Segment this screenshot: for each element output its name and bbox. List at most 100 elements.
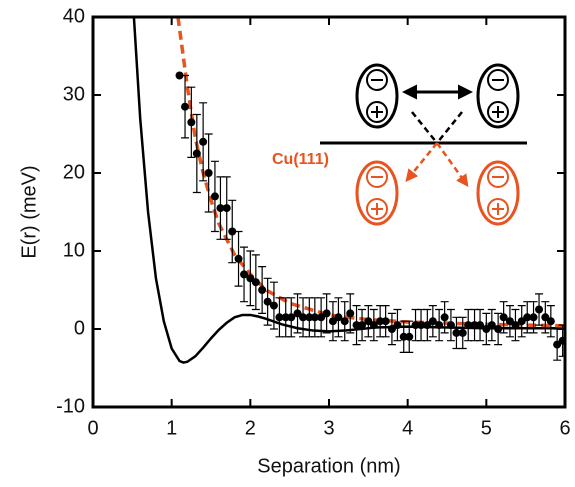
marker bbox=[546, 317, 555, 326]
data-point bbox=[499, 301, 508, 334]
data-point bbox=[393, 308, 402, 342]
dipole bbox=[355, 63, 520, 129]
data-point bbox=[340, 301, 349, 342]
arrow bbox=[405, 142, 438, 182]
data-point bbox=[494, 312, 503, 346]
data-point bbox=[446, 308, 455, 342]
marker bbox=[346, 309, 355, 318]
marker bbox=[269, 301, 278, 310]
marker bbox=[440, 313, 449, 322]
data-point bbox=[417, 308, 426, 342]
data-point bbox=[381, 305, 390, 338]
data-point bbox=[305, 297, 314, 338]
marker bbox=[352, 321, 361, 330]
data-point bbox=[553, 328, 562, 361]
data-point bbox=[187, 86, 196, 158]
annotation: Cu(111) bbox=[272, 151, 329, 168]
data-point bbox=[535, 293, 544, 326]
marker bbox=[281, 313, 290, 322]
inset-diagram: Cu(111) bbox=[272, 63, 527, 226]
marker bbox=[181, 102, 190, 111]
marker bbox=[340, 317, 349, 326]
data-point bbox=[546, 305, 555, 338]
data-point bbox=[175, 71, 184, 80]
arrow bbox=[435, 142, 469, 188]
marker bbox=[511, 321, 520, 330]
marker bbox=[204, 169, 213, 177]
marker bbox=[535, 305, 544, 314]
marker bbox=[369, 321, 378, 330]
marker bbox=[175, 71, 184, 80]
data-point bbox=[458, 316, 467, 350]
x-tick-label: 0 bbox=[87, 417, 98, 439]
data-point bbox=[476, 308, 485, 342]
marker bbox=[446, 321, 455, 330]
data-point bbox=[322, 293, 331, 334]
data-point bbox=[210, 160, 219, 233]
x-tick-label: 1 bbox=[166, 417, 177, 439]
data-point bbox=[428, 305, 437, 338]
data-point bbox=[487, 308, 496, 342]
x-tick-label: 3 bbox=[323, 417, 334, 439]
plot-frame bbox=[91, 15, 567, 409]
data-point bbox=[505, 305, 514, 338]
marker bbox=[240, 270, 249, 279]
data-point bbox=[269, 281, 278, 330]
x-tick-label: 2 bbox=[245, 417, 256, 439]
data-point bbox=[435, 308, 444, 342]
data-point bbox=[234, 230, 243, 287]
marker bbox=[399, 332, 408, 341]
y-tick-label: -10 bbox=[56, 395, 85, 417]
marker bbox=[529, 313, 538, 322]
data-point bbox=[482, 312, 491, 346]
marker bbox=[464, 321, 473, 330]
data-point bbox=[399, 320, 408, 353]
x-axis-label: Separation (nm) bbox=[257, 455, 400, 477]
data-point bbox=[440, 301, 449, 334]
marker bbox=[287, 313, 296, 322]
x-tick-label: 4 bbox=[402, 417, 413, 439]
marker bbox=[310, 313, 319, 322]
data-point bbox=[423, 308, 432, 342]
data-point bbox=[517, 305, 526, 338]
y-tick-label: 10 bbox=[63, 239, 85, 261]
data-point bbox=[228, 199, 237, 264]
data-point bbox=[263, 277, 272, 326]
data-point bbox=[258, 266, 267, 314]
data-point bbox=[352, 305, 361, 346]
data-point bbox=[222, 176, 231, 240]
arrow bbox=[411, 111, 438, 144]
marker bbox=[305, 313, 314, 322]
y-tick-label: 30 bbox=[63, 83, 85, 105]
data-point bbox=[181, 74, 190, 139]
marker bbox=[322, 309, 331, 318]
marker bbox=[234, 254, 243, 263]
x-tick-label: 5 bbox=[481, 417, 492, 439]
marker bbox=[487, 321, 496, 330]
data-point bbox=[246, 250, 255, 307]
marker bbox=[263, 297, 272, 306]
data-point bbox=[387, 312, 396, 346]
marker bbox=[358, 321, 367, 330]
marker bbox=[558, 336, 565, 345]
marker bbox=[405, 332, 414, 341]
marker bbox=[299, 313, 308, 322]
marker bbox=[523, 313, 532, 322]
marker bbox=[499, 313, 508, 322]
marker bbox=[258, 286, 267, 294]
marker bbox=[187, 118, 196, 127]
y-tick-label: 0 bbox=[74, 317, 85, 339]
marker bbox=[275, 313, 284, 322]
y-tick-label: 20 bbox=[63, 161, 85, 183]
marker bbox=[251, 278, 260, 287]
plot-area bbox=[132, 17, 565, 364]
data-point bbox=[541, 301, 550, 334]
marker bbox=[192, 149, 201, 158]
data-point bbox=[199, 102, 208, 182]
data-point bbox=[405, 320, 414, 353]
data-point bbox=[204, 133, 213, 213]
marker bbox=[381, 317, 390, 326]
data-point bbox=[511, 308, 520, 342]
